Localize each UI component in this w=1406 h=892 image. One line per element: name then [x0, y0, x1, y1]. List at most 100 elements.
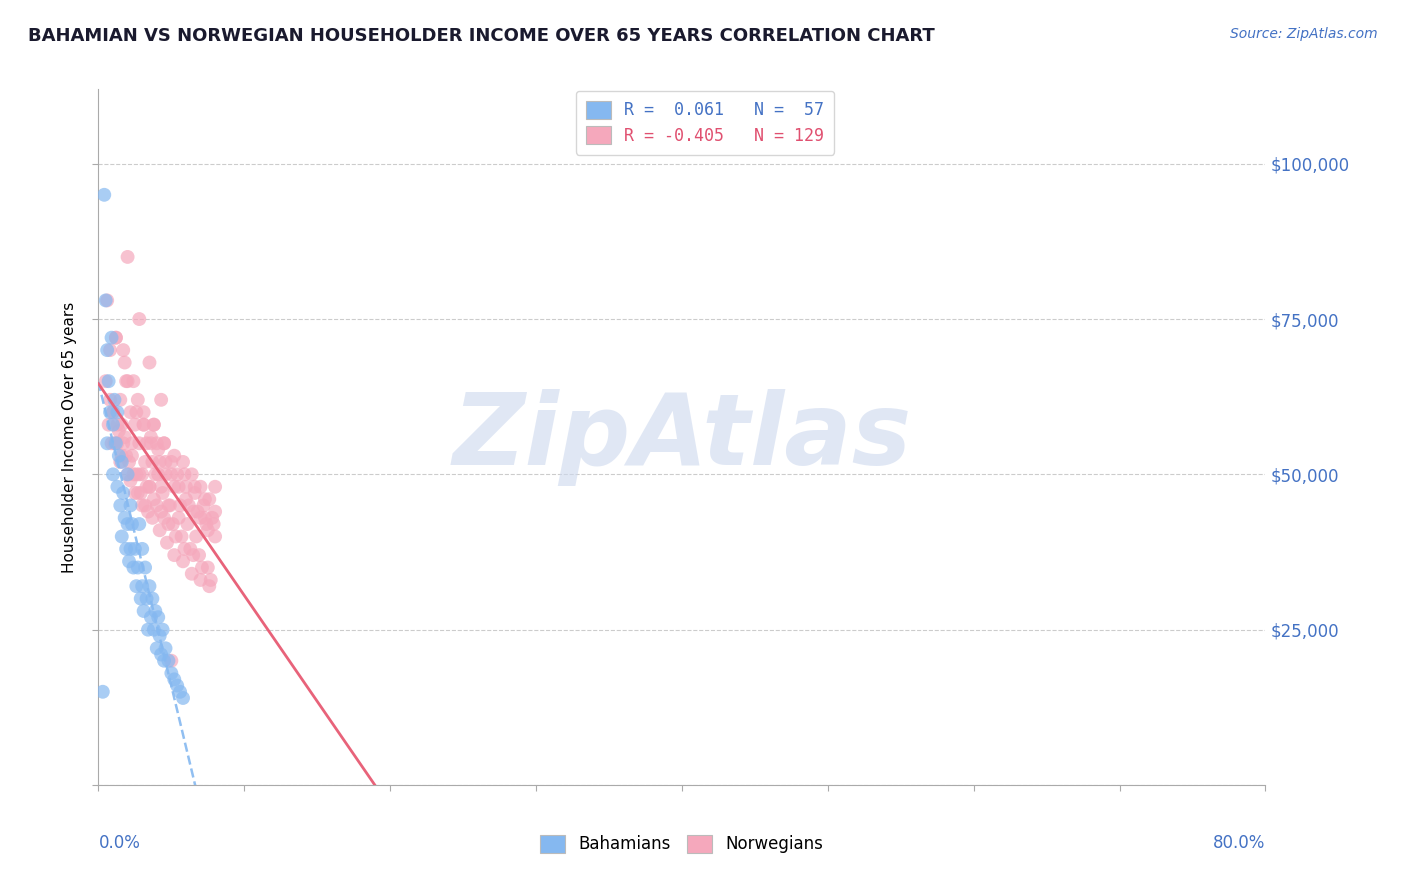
Point: [128, 467, 150, 482]
Point: [117, 516, 139, 531]
Point: [108, 449, 131, 463]
Point: [135, 436, 157, 450]
Point: [111, 529, 134, 543]
Point: [167, 480, 190, 494]
Point: [160, 455, 183, 469]
Point: [98, 392, 121, 407]
Point: [93, 187, 115, 202]
Point: [146, 436, 169, 450]
Point: [156, 535, 179, 549]
Point: [128, 312, 150, 326]
Point: [153, 654, 176, 668]
Point: [132, 604, 155, 618]
Point: [138, 480, 160, 494]
Point: [114, 511, 136, 525]
Point: [150, 392, 173, 407]
Point: [121, 449, 143, 463]
Point: [125, 467, 148, 482]
Point: [153, 436, 176, 450]
Point: [134, 499, 156, 513]
Point: [112, 343, 135, 357]
Point: [201, 511, 224, 525]
Point: [190, 511, 212, 525]
Point: [120, 541, 142, 556]
Point: [204, 480, 226, 494]
Point: [160, 654, 183, 668]
Y-axis label: Householder Income Over 65 years: Householder Income Over 65 years: [62, 301, 77, 573]
Point: [148, 610, 170, 624]
Point: [117, 467, 139, 482]
Point: [96, 293, 118, 308]
Point: [104, 436, 127, 450]
Point: [128, 516, 150, 531]
Point: [94, 293, 117, 308]
Point: [169, 685, 191, 699]
Point: [163, 449, 186, 463]
Point: [172, 690, 194, 705]
Point: [132, 417, 155, 432]
Point: [149, 629, 172, 643]
Point: [129, 591, 152, 606]
Point: [131, 499, 153, 513]
Point: [121, 436, 143, 450]
Point: [121, 516, 143, 531]
Point: [94, 374, 117, 388]
Point: [197, 560, 219, 574]
Point: [118, 455, 141, 469]
Point: [162, 516, 184, 531]
Point: [122, 560, 145, 574]
Point: [115, 449, 138, 463]
Point: [110, 392, 132, 407]
Point: [125, 405, 148, 419]
Point: [142, 492, 165, 507]
Point: [166, 467, 188, 482]
Point: [195, 516, 218, 531]
Point: [105, 480, 128, 494]
Point: [149, 523, 172, 537]
Point: [138, 480, 160, 494]
Point: [170, 529, 193, 543]
Point: [120, 405, 142, 419]
Point: [146, 499, 169, 513]
Point: [139, 436, 162, 450]
Point: [194, 492, 217, 507]
Point: [150, 505, 173, 519]
Point: [142, 623, 165, 637]
Point: [186, 529, 208, 543]
Point: [117, 467, 139, 482]
Point: [127, 392, 149, 407]
Point: [180, 566, 202, 581]
Point: [132, 405, 155, 419]
Point: [166, 679, 188, 693]
Point: [157, 516, 180, 531]
Point: [135, 480, 157, 494]
Point: [198, 492, 221, 507]
Text: 80.0%: 80.0%: [1213, 834, 1265, 852]
Legend: Bahamians, Norwegians: Bahamians, Norwegians: [533, 828, 831, 860]
Point: [138, 355, 160, 369]
Point: [104, 331, 127, 345]
Point: [129, 486, 152, 500]
Point: [163, 548, 186, 562]
Point: [111, 449, 134, 463]
Point: [190, 480, 212, 494]
Point: [98, 343, 121, 357]
Point: [193, 499, 215, 513]
Point: [141, 591, 163, 606]
Point: [197, 523, 219, 537]
Point: [190, 573, 212, 587]
Point: [105, 417, 128, 432]
Point: [128, 436, 150, 450]
Point: [142, 417, 165, 432]
Point: [127, 486, 149, 500]
Point: [101, 417, 124, 432]
Point: [118, 554, 141, 568]
Point: [191, 560, 214, 574]
Point: [143, 604, 166, 618]
Point: [91, 685, 114, 699]
Point: [124, 486, 146, 500]
Point: [204, 505, 226, 519]
Point: [187, 505, 209, 519]
Point: [120, 499, 142, 513]
Point: [104, 331, 127, 345]
